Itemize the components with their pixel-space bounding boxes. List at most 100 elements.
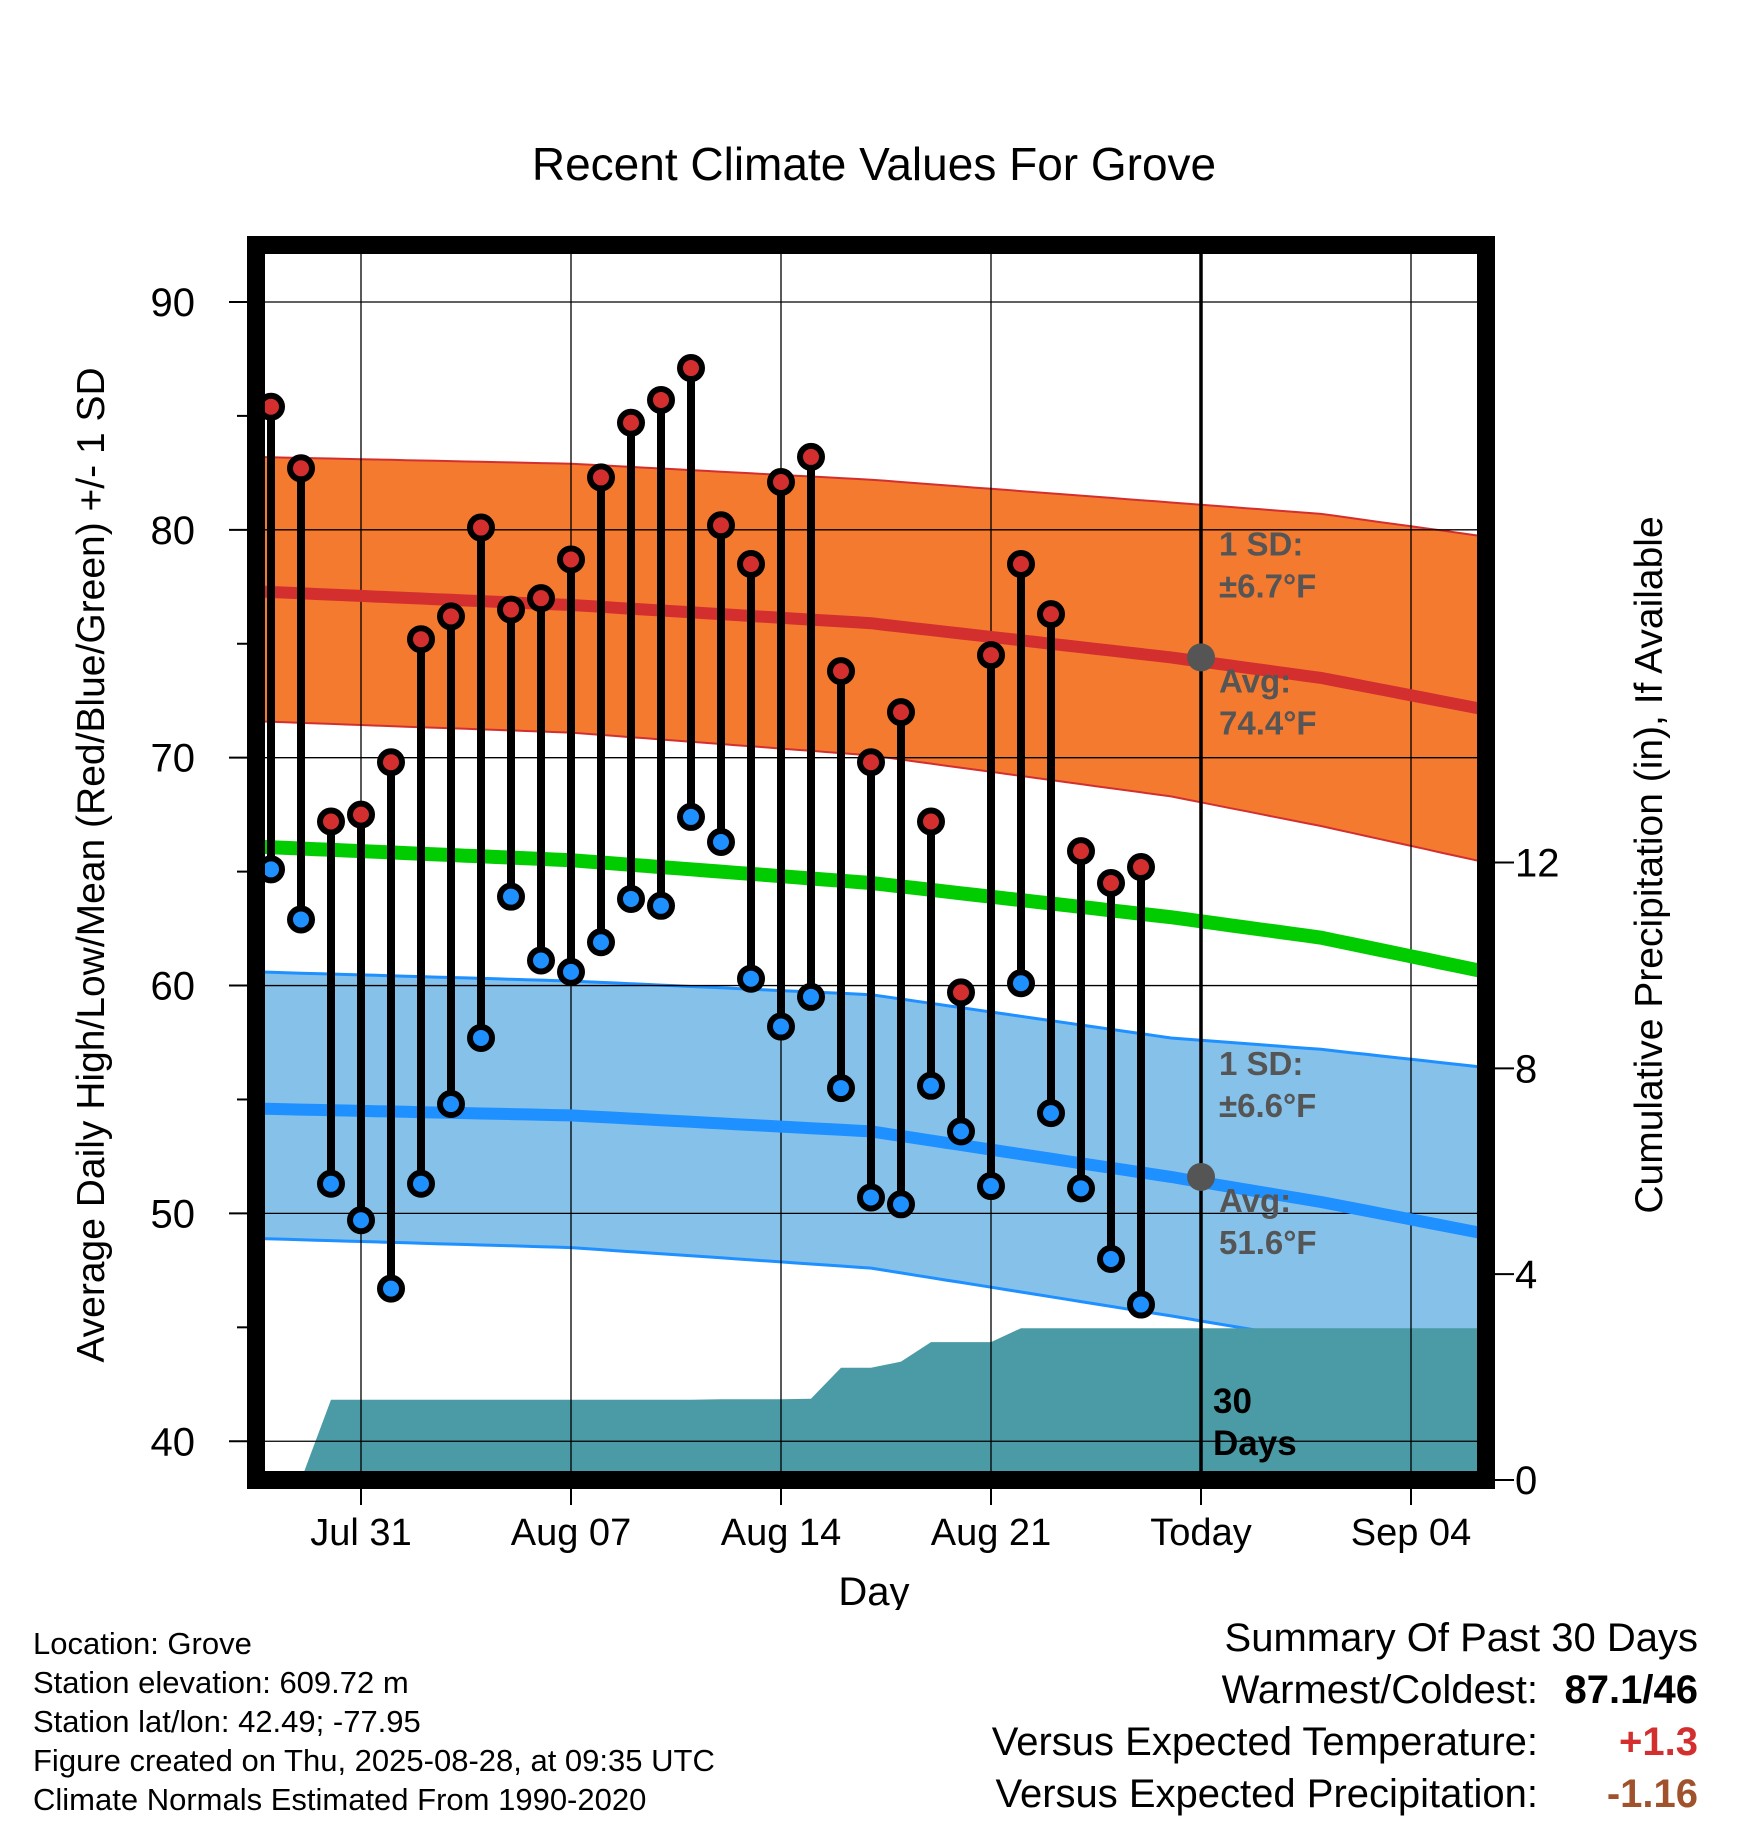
summary-panel: Summary Of Past 30 Days Warmest/Coldest:… xyxy=(992,1612,1698,1820)
daily-low-point xyxy=(407,1169,435,1198)
y2-axis-label: Cumulative Precipitation (in), If Availa… xyxy=(1628,516,1671,1213)
daily-high-point xyxy=(467,513,495,542)
y-tick-label: 90 xyxy=(151,281,196,325)
days-unit-label: Days xyxy=(1213,1424,1297,1463)
precip-area xyxy=(256,1328,1486,1480)
x-tick-label: Sep 04 xyxy=(1351,1512,1471,1554)
daily-low-point xyxy=(677,802,705,831)
daily-high-point xyxy=(1127,853,1155,882)
precip-anomaly-value: -1.16 xyxy=(1606,1772,1698,1816)
daily-low-point xyxy=(617,884,645,913)
daily-low-point xyxy=(647,891,675,920)
daily-low-point xyxy=(977,1172,1005,1201)
daily-high-point xyxy=(707,511,735,540)
daily-low-point xyxy=(737,964,765,993)
daily-low-point xyxy=(767,1012,795,1041)
daily-high-point xyxy=(857,748,885,777)
high-avg-marker xyxy=(1187,643,1215,672)
days-count-label: 30 xyxy=(1213,1382,1252,1421)
high-sd-value: ±6.7°F xyxy=(1219,567,1316,604)
daily-high-point xyxy=(617,408,645,437)
high-sd-upper-line xyxy=(255,455,1487,538)
daily-high-point xyxy=(317,807,345,836)
daily-low-point xyxy=(797,982,825,1011)
y-tick-label: 80 xyxy=(151,509,196,553)
daily-high-point xyxy=(437,602,465,631)
daily-low-point xyxy=(287,905,315,934)
x-axis-label: Day xyxy=(838,1570,909,1610)
warm-cold-value: 87.1/46 xyxy=(1564,1668,1698,1712)
daily-high-point xyxy=(347,800,375,829)
normals-text: Climate Normals Estimated From 1990-2020 xyxy=(33,1782,647,1817)
daily-high-point xyxy=(1067,837,1095,866)
low-sd-label: 1 SD: xyxy=(1219,1045,1303,1082)
daily-high-point xyxy=(287,454,315,483)
y2-tick-label: 4 xyxy=(1515,1253,1537,1297)
summary-title: Summary Of Past 30 Days xyxy=(1224,1616,1698,1660)
daily-low-point xyxy=(317,1169,345,1198)
y-tick-label: 40 xyxy=(151,1420,196,1464)
precip-anomaly-row: Versus Expected Precipitation: -1.16 xyxy=(992,1768,1698,1820)
daily-high-point xyxy=(767,467,795,496)
daily-low-point xyxy=(857,1183,885,1212)
temp-anomaly-value: +1.3 xyxy=(1619,1720,1698,1764)
daily-high-point xyxy=(947,978,975,1007)
daily-high-point xyxy=(737,550,765,579)
y2-tick-label: 12 xyxy=(1515,842,1560,886)
y2-tick-label: 0 xyxy=(1515,1459,1537,1503)
daily-low-point xyxy=(557,957,585,986)
daily-high-point xyxy=(587,463,615,492)
daily-low-point xyxy=(1007,969,1035,998)
low-avg-value: 51.6°F xyxy=(1219,1224,1317,1261)
daily-low-point xyxy=(377,1274,405,1303)
daily-low-point xyxy=(437,1090,465,1119)
daily-high-point xyxy=(647,385,675,414)
daily-low-point xyxy=(707,827,735,856)
high-sd-label: 1 SD: xyxy=(1219,525,1303,562)
x-tick-label: Aug 07 xyxy=(511,1512,631,1554)
warm-cold-row: Warmest/Coldest: 87.1/46 xyxy=(992,1664,1698,1716)
daily-low-point xyxy=(497,882,525,911)
temp-anomaly-row: Versus Expected Temperature: +1.3 xyxy=(992,1716,1698,1768)
daily-low-point xyxy=(1037,1099,1065,1128)
daily-high-point xyxy=(527,584,555,613)
daily-low-point xyxy=(827,1074,855,1103)
daily-high-point xyxy=(1007,550,1035,579)
daily-high-point xyxy=(1097,869,1125,898)
x-tick-label: Today xyxy=(1150,1512,1251,1554)
y-tick-label: 70 xyxy=(151,737,196,781)
low-avg-label: Avg: xyxy=(1219,1182,1291,1219)
daily-high-point xyxy=(497,595,525,624)
y-axis-label: Average Daily High/Low/Mean (Red/Blue/Gr… xyxy=(70,367,113,1362)
y2-tick-label: 8 xyxy=(1515,1047,1537,1091)
x-tick-label: Aug 14 xyxy=(721,1512,841,1554)
daily-high-point xyxy=(977,641,1005,670)
climate-chart: Recent Climate Values For Grove 1 SD: ±6.… xyxy=(70,138,1671,1610)
location-text: Location: Grove xyxy=(33,1626,252,1661)
x-tick-label: Jul 31 xyxy=(310,1512,411,1554)
daily-high-point xyxy=(557,545,585,574)
low-avg-marker xyxy=(1187,1162,1215,1191)
daily-high-point xyxy=(917,807,945,836)
precip-anomaly-label: Versus Expected Precipitation: xyxy=(995,1772,1538,1816)
latlon-text: Station lat/lon: 42.49; -77.95 xyxy=(33,1704,421,1739)
daily-low-point xyxy=(527,946,555,975)
high-avg-value: 74.4°F xyxy=(1219,704,1317,741)
daily-high-point xyxy=(827,657,855,686)
daily-high-point xyxy=(797,442,825,471)
daily-low-point xyxy=(347,1206,375,1235)
station-info: Location: Grove Station elevation: 609.7… xyxy=(33,1624,715,1819)
daily-low-point xyxy=(1067,1174,1095,1203)
daily-low-point xyxy=(467,1023,495,1052)
elevation-text: Station elevation: 609.72 m xyxy=(33,1665,409,1700)
high-avg-label: Avg: xyxy=(1219,662,1291,699)
daily-low-point xyxy=(887,1190,915,1219)
y-tick-label: 60 xyxy=(151,965,196,1009)
plot-frame xyxy=(247,236,1495,1489)
created-text: Figure created on Thu, 2025-08-28, at 09… xyxy=(33,1743,715,1778)
daily-high-point xyxy=(1037,600,1065,629)
daily-low-point xyxy=(1127,1290,1155,1319)
high-avg-line xyxy=(255,585,1488,716)
chart-title: Recent Climate Values For Grove xyxy=(532,138,1216,190)
daily-low-point xyxy=(587,928,615,957)
